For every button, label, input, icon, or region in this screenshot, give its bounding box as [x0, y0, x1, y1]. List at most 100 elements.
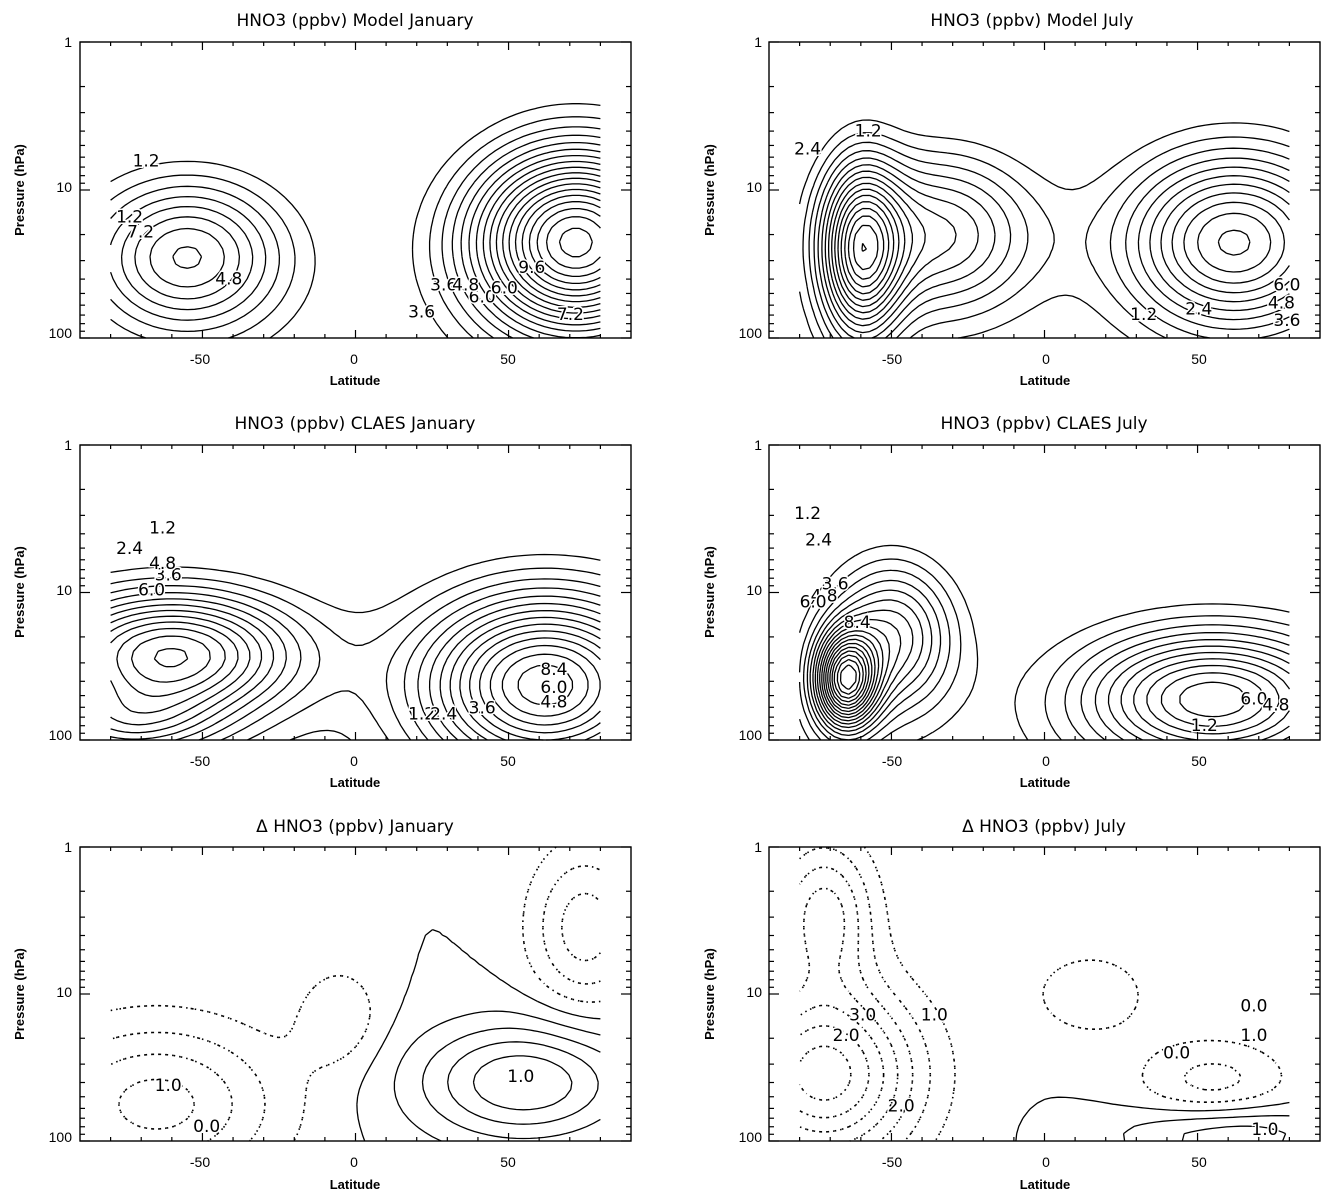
- contour-line: [134, 148, 601, 339]
- y-axis-label: Pressure (hPa): [12, 948, 27, 1040]
- contour-label: 4.8: [1268, 293, 1295, 313]
- contour-lines: [109, 103, 601, 339]
- contour-line: [813, 150, 1290, 339]
- axis-ticks: [769, 444, 1320, 741]
- contour-label: 4.8: [149, 554, 176, 574]
- plot-frame: [79, 846, 632, 1142]
- contour-line: [863, 846, 1283, 1142]
- contour-label: 3.6: [1273, 311, 1300, 331]
- y-tick-label-10: 10: [56, 179, 72, 195]
- contour-label: 7.2: [557, 305, 584, 325]
- x-axis-label: Latitude: [330, 775, 381, 790]
- contour-line: [120, 141, 601, 339]
- contour-line: [536, 207, 601, 278]
- x-tick-label-50: 50: [500, 753, 516, 769]
- contour-label: 6.0: [1273, 276, 1300, 296]
- y-tick-label-10: 10: [746, 179, 762, 195]
- contour-line: [501, 653, 589, 717]
- contour-lines: [110, 553, 601, 741]
- contour-line: [834, 188, 1272, 308]
- contour-label: 6.0: [800, 592, 827, 612]
- x-tick-label-0: 0: [350, 351, 358, 367]
- axis-ticks: [80, 846, 631, 1142]
- contour-line: [798, 544, 1290, 741]
- contour-label: 2.4: [805, 530, 832, 550]
- plot-title: HNO3 (ppbv) Model July: [930, 11, 1133, 31]
- x-axis-label: Latitude: [1020, 1177, 1071, 1192]
- contour-labels: 1.22.43.64.86.01.22.4 3.68.46.04.8: [115, 517, 569, 726]
- contour-label: 4.8: [215, 270, 242, 290]
- contour-label: 6.0: [540, 678, 567, 698]
- x-tick-label-m50: -50: [882, 753, 902, 769]
- contour-label: 2.4: [430, 704, 457, 724]
- contour-label: 8.4: [540, 660, 567, 680]
- contour-label: 3.6: [155, 566, 182, 586]
- contour-line: [836, 658, 861, 695]
- contour-line: [447, 1041, 599, 1125]
- contour-label: 6.0: [491, 279, 518, 299]
- y-tick-label-100: 100: [739, 1129, 763, 1145]
- y-tick-label-1: 1: [754, 839, 762, 855]
- contour-label: 4.8: [811, 586, 838, 606]
- contour-line: [821, 630, 1265, 727]
- contour-plot-delta-july: Δ HNO3 (ppbv) July 3.02.01.0 0.01.00.02.0…: [702, 817, 1321, 1192]
- contour-label: 4.8: [540, 693, 567, 713]
- contour-line: [110, 103, 601, 339]
- x-tick-label-m50: -50: [882, 1154, 902, 1170]
- x-tick-label-m50: -50: [190, 1154, 210, 1170]
- y-tick-label-1: 1: [754, 437, 762, 453]
- contour-line: [799, 1025, 870, 1119]
- contour-line: [110, 587, 601, 741]
- contour-line: [1181, 1125, 1287, 1142]
- contour-line: [110, 595, 601, 741]
- y-tick-label-1: 1: [64, 437, 72, 453]
- plot-frame: [768, 444, 1321, 741]
- contour-label: 6.0: [138, 580, 165, 600]
- axis-ticks: [80, 41, 631, 339]
- contour-line: [802, 132, 1290, 339]
- contour-label: 6.0: [469, 288, 496, 308]
- contour-line: [829, 646, 870, 706]
- x-axis-label: Latitude: [330, 373, 381, 388]
- contour-labels: 3.02.01.0 0.01.00.02.01.0: [831, 995, 1280, 1142]
- contour-line: [421, 1027, 601, 1140]
- y-axis-label: Pressure (hPa): [702, 948, 717, 1040]
- panel-delta-january: Δ HNO3 (ppbv) January 1.0 0.0 1.0 -50 0 50…: [0, 798, 662, 1197]
- contour-line: [799, 1004, 885, 1133]
- contour-label: 1.2: [794, 504, 821, 524]
- contour-line: [861, 242, 867, 252]
- x-tick-label-50: 50: [500, 351, 516, 367]
- contour-line: [819, 625, 1280, 735]
- contour-labels: 1.2 2.4 6.04.83.6 1.2 2.4: [793, 120, 1302, 333]
- contour-line: [172, 160, 601, 326]
- contour-label: 2.4: [794, 140, 821, 160]
- x-tick-label-0: 0: [1042, 753, 1050, 769]
- contour-line: [495, 172, 601, 314]
- contour-label: 6.0: [1240, 690, 1267, 710]
- x-tick-label-0: 0: [350, 753, 358, 769]
- x-axis-label: Latitude: [1020, 775, 1071, 790]
- contour-line: [521, 194, 601, 291]
- contour-lines: [798, 544, 1291, 741]
- panel-claes-january: HNO3 (ppbv) CLAES January 1.2 2.4 3.6 4.8 6.…: [0, 399, 662, 798]
- contour-label: 9.6: [518, 258, 545, 278]
- contour-label: 0.0: [193, 1117, 220, 1137]
- y-tick-label-100: 100: [49, 727, 73, 743]
- panel-delta-july: Δ HNO3 (ppbv) July 3.0 2.0 1.0 0.0 1.0 0.0 2.0…: [662, 798, 1324, 1197]
- contour-line: [109, 134, 601, 339]
- contour-label: 8.4: [844, 613, 871, 633]
- plot-title: HNO3 (ppbv) CLAES July: [940, 414, 1147, 434]
- contour-line: [814, 609, 1290, 741]
- contour-line: [798, 1045, 852, 1101]
- y-tick-label-100: 100: [739, 325, 763, 341]
- contour-lines: [110, 846, 601, 1142]
- contour-plot-claes-january: HNO3 (ppbv) CLAES January 1.22.43.64.86.…: [12, 414, 632, 790]
- contour-lines: [798, 846, 1290, 1142]
- contour-line: [110, 621, 601, 741]
- contour-plot-delta-january: Δ HNO3 (ppbv) January 1.0 0.0 1.0 -50 0 50…: [12, 817, 632, 1192]
- contour-label: 1.2: [149, 519, 176, 539]
- contour-line: [356, 928, 601, 1142]
- contour-line: [508, 183, 601, 303]
- contour-label: 1.2: [1130, 305, 1157, 325]
- contour-line: [809, 589, 1290, 741]
